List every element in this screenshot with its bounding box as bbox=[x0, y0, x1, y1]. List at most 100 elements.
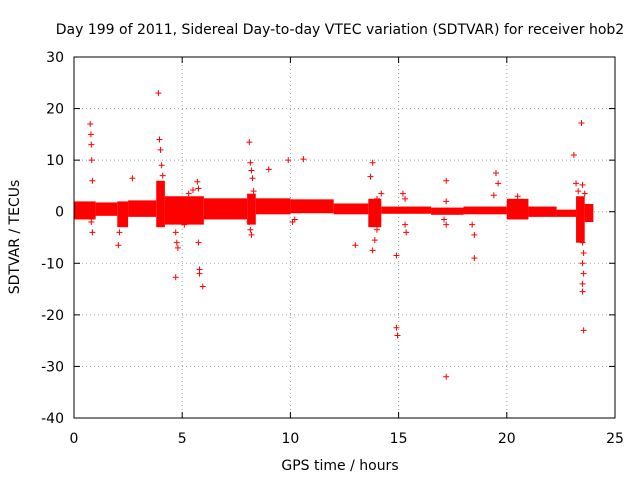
dense-point-band bbox=[431, 207, 464, 215]
data-point bbox=[87, 131, 94, 138]
data-point bbox=[369, 247, 376, 254]
y-tick-label: -30 bbox=[41, 359, 64, 375]
data-point bbox=[575, 188, 582, 195]
x-tick-label: 20 bbox=[498, 431, 516, 447]
y-tick-label: 10 bbox=[46, 153, 64, 169]
data-point bbox=[578, 120, 585, 127]
data-point bbox=[185, 190, 192, 197]
data-point bbox=[88, 141, 95, 148]
data-point bbox=[265, 166, 272, 173]
data-point bbox=[352, 242, 359, 249]
data-point bbox=[471, 255, 478, 262]
dense-point-band bbox=[576, 196, 585, 243]
tick-layer: 0 5 10 15 20 25 -40 -30 -20 -10 0 10 20 30 bbox=[41, 50, 624, 447]
data-point bbox=[291, 216, 298, 223]
data-point bbox=[199, 283, 206, 290]
data-point bbox=[115, 242, 122, 249]
y-axis-label: SDTVAR / TECUs bbox=[7, 180, 23, 295]
data-point bbox=[247, 226, 254, 233]
x-tick-label: 0 bbox=[70, 431, 79, 447]
data-layer bbox=[74, 90, 594, 380]
data-point bbox=[116, 229, 123, 236]
dense-point-band bbox=[95, 202, 118, 216]
data-point bbox=[441, 216, 448, 223]
data-point bbox=[195, 185, 202, 192]
data-point bbox=[88, 219, 95, 226]
data-point bbox=[172, 229, 179, 236]
data-point bbox=[158, 162, 165, 169]
data-point bbox=[469, 221, 476, 228]
data-point bbox=[249, 175, 256, 182]
y-tick-label: -20 bbox=[41, 308, 64, 324]
x-tick-label: 5 bbox=[178, 431, 187, 447]
data-point bbox=[495, 180, 502, 187]
data-point bbox=[88, 157, 95, 164]
data-point bbox=[196, 270, 203, 277]
data-point bbox=[579, 260, 586, 267]
data-point bbox=[250, 188, 257, 195]
data-point bbox=[89, 229, 96, 236]
data-point bbox=[367, 173, 374, 180]
data-point bbox=[579, 239, 586, 246]
data-point bbox=[174, 244, 181, 251]
data-point bbox=[580, 327, 587, 334]
data-point bbox=[172, 274, 179, 281]
data-point bbox=[394, 332, 401, 339]
data-point bbox=[581, 190, 588, 197]
data-point bbox=[579, 288, 586, 295]
data-point bbox=[195, 239, 202, 246]
y-tick-label: -40 bbox=[41, 411, 64, 427]
data-point bbox=[399, 190, 406, 197]
dense-point-band bbox=[368, 198, 382, 228]
data-point bbox=[516, 200, 523, 207]
data-point bbox=[393, 252, 400, 259]
data-point bbox=[157, 146, 164, 153]
y-tick-label: -10 bbox=[41, 256, 64, 272]
data-point bbox=[402, 221, 409, 228]
data-point bbox=[247, 159, 254, 166]
data-point bbox=[369, 159, 376, 166]
plot-frame bbox=[73, 56, 616, 419]
data-point bbox=[155, 90, 162, 97]
dense-point-band bbox=[203, 198, 248, 220]
data-point bbox=[580, 249, 587, 256]
data-point bbox=[246, 219, 253, 226]
dense-point-band bbox=[381, 206, 432, 214]
data-point bbox=[248, 167, 255, 174]
data-point bbox=[580, 270, 587, 277]
data-point bbox=[373, 195, 380, 202]
data-point bbox=[181, 221, 188, 228]
dense-point-band bbox=[74, 201, 96, 220]
data-point bbox=[156, 136, 163, 143]
data-point bbox=[159, 172, 166, 179]
data-point bbox=[514, 193, 521, 200]
data-point bbox=[373, 226, 380, 233]
x-tick-label: 15 bbox=[390, 431, 408, 447]
data-point bbox=[443, 177, 450, 184]
data-point bbox=[443, 221, 450, 228]
dense-point-band bbox=[247, 193, 256, 225]
x-tick-label: 25 bbox=[606, 431, 624, 447]
dense-point-band bbox=[463, 206, 507, 215]
dense-point-band bbox=[156, 180, 165, 228]
data-point bbox=[471, 231, 478, 238]
data-point bbox=[443, 373, 450, 380]
dense-point-band bbox=[506, 198, 529, 220]
data-point bbox=[492, 170, 499, 177]
dense-point-band bbox=[556, 209, 577, 217]
data-point bbox=[300, 156, 307, 163]
data-point bbox=[378, 190, 385, 197]
dense-point-band bbox=[255, 198, 291, 215]
data-point bbox=[248, 231, 255, 238]
dense-point-band bbox=[164, 196, 204, 225]
data-point bbox=[89, 177, 96, 184]
dense-point-band bbox=[290, 199, 334, 214]
y-tick-label: 20 bbox=[46, 102, 64, 118]
data-point bbox=[129, 175, 136, 182]
data-point bbox=[194, 178, 201, 185]
chart-title: Day 199 of 2011, Sidereal Day-to-day VTE… bbox=[56, 22, 624, 38]
dense-point-band bbox=[128, 200, 157, 217]
data-point bbox=[393, 324, 400, 331]
data-point bbox=[403, 229, 410, 236]
data-point bbox=[579, 181, 586, 188]
